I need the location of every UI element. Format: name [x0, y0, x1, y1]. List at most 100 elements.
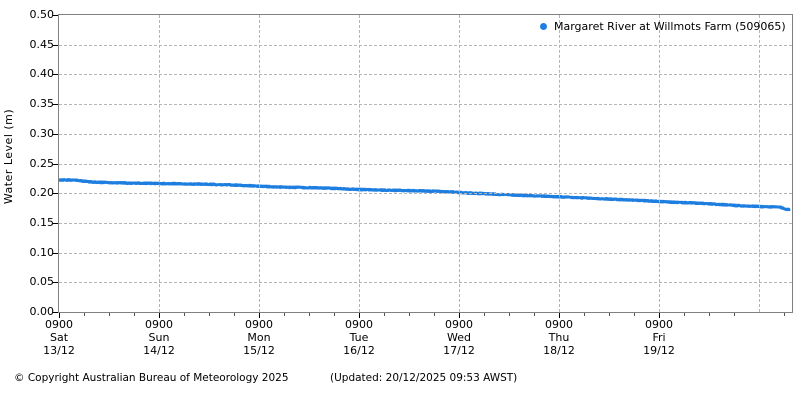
x-axis-minor-tick: [709, 313, 710, 316]
y-axis-tick-label: 0.25: [29, 156, 55, 170]
gridline-vertical: [259, 15, 260, 312]
y-axis-tick: [53, 282, 58, 284]
x-axis-tick-label-day: Sat: [49, 331, 69, 344]
y-axis-tick: [53, 133, 58, 135]
gridline-horizontal: [59, 282, 792, 284]
y-axis-tick: [53, 163, 58, 165]
x-axis-minor-tick: [534, 313, 535, 316]
y-axis-tick-label: 0.15: [29, 215, 55, 229]
x-axis-tick: [259, 313, 260, 318]
y-axis-tick-labels: 0.00 0.05 0.10 0.15 0.20 0.25 0.30 0.35 0.40 0.45…: [18, 0, 55, 318]
x-axis-minor-tick: [634, 313, 635, 316]
x-axis-tick-label-time: 0900: [445, 318, 473, 331]
x-axis-tick-label-date: 15/12: [243, 344, 275, 357]
gridline-horizontal: [59, 74, 792, 76]
x-axis-tick-label: 0900 Mon 15/12: [214, 318, 304, 357]
plot-area: [58, 14, 793, 313]
y-axis-tick: [53, 222, 58, 224]
y-axis-tick-label: 0.40: [29, 67, 55, 81]
gridline-horizontal: [59, 163, 792, 165]
y-axis-tick-label: 0.05: [29, 275, 55, 289]
y-axis-tick: [53, 193, 58, 195]
x-axis-tick-label: 0900 Tue 16/12: [314, 318, 404, 357]
x-axis-minor-tick: [584, 313, 585, 316]
x-axis-minor-tick: [384, 313, 385, 316]
x-axis-minor-tick: [484, 313, 485, 316]
gridline-vertical: [559, 15, 560, 312]
x-axis-minor-tick: [509, 313, 510, 316]
x-axis-tick: [559, 313, 560, 318]
x-axis-tick-label-day: Sun: [148, 331, 170, 344]
x-axis-minor-tick: [334, 313, 335, 316]
x-axis-tick-label-date: 14/12: [143, 344, 175, 357]
x-axis-minor-tick: [209, 313, 210, 316]
gridline-horizontal: [59, 222, 792, 224]
x-axis-tick-label-day: Tue: [349, 331, 369, 344]
y-axis-tick-label: 0.30: [29, 126, 55, 140]
x-axis-tick-label: 0900 Wed 17/12: [414, 318, 504, 357]
copyright-text: © Copyright Australian Bureau of Meteoro…: [14, 372, 289, 384]
gridline-vertical: [759, 15, 760, 312]
x-axis-tick-label-date: 18/12: [543, 344, 575, 357]
x-axis-minor-tick: [309, 313, 310, 316]
x-axis-minor-tick: [409, 313, 410, 316]
x-axis-tick-label: 0900 Sun 14/12: [114, 318, 204, 357]
x-axis-tick: [59, 313, 60, 318]
y-axis-tick: [53, 252, 58, 254]
x-axis-tick: [459, 313, 460, 318]
y-axis-tick-label: 0.10: [29, 245, 55, 259]
gridline-vertical: [659, 15, 660, 312]
legend: Margaret River at Willmots Farm (509065): [540, 20, 786, 33]
x-axis-tick-label-time: 0900: [245, 318, 273, 331]
x-axis-minor-tick: [609, 313, 610, 316]
x-axis-minor-tick: [784, 313, 785, 316]
y-axis-tick-label: 0.35: [29, 97, 55, 111]
gridline-horizontal: [59, 193, 792, 195]
gridline-horizontal: [59, 133, 792, 135]
x-axis-tick-label-day: Mon: [247, 331, 271, 344]
x-axis-tick-label-time: 0900: [345, 318, 373, 331]
x-axis-tick-label: 0900 Fri 19/12: [614, 318, 704, 357]
x-axis-minor-tick: [734, 313, 735, 316]
x-axis-tick-label-date: 13/12: [43, 344, 75, 357]
x-axis-tick-label-date: 16/12: [343, 344, 375, 357]
x-axis-minor-tick: [184, 313, 185, 316]
x-axis-tick-label-time: 0900: [645, 318, 673, 331]
y-axis-tick-label: 0.45: [29, 37, 55, 51]
x-axis-tick-label-date: 19/12: [643, 344, 675, 357]
x-axis-tick: [359, 313, 360, 318]
y-axis-title: Water Level (m): [0, 0, 18, 313]
y-axis-tick: [53, 15, 58, 16]
y-axis-tick: [53, 312, 58, 313]
x-axis-minor-tick: [284, 313, 285, 316]
y-axis-tick: [53, 104, 58, 106]
x-axis-tick-label-time: 0900: [145, 318, 173, 331]
gridline-vertical: [359, 15, 360, 312]
gridline-horizontal: [59, 104, 792, 106]
x-axis-tick-label-day: Wed: [447, 331, 471, 344]
gridline-horizontal: [59, 44, 792, 46]
x-axis-minor-tick: [134, 313, 135, 316]
y-axis-title-text: Water Level (m): [2, 108, 16, 205]
legend-marker-icon: [540, 23, 547, 30]
legend-label: Margaret River at Willmots Farm (509065): [554, 20, 786, 33]
x-axis-tick-label-day: Fri: [652, 331, 666, 344]
gridline-vertical: [459, 15, 460, 312]
x-axis-tick-label-date: 17/12: [443, 344, 475, 357]
x-axis-tick-label-time: 0900: [545, 318, 573, 331]
x-axis-minor-tick: [84, 313, 85, 316]
x-axis-tick-label-day: Thu: [548, 331, 570, 344]
x-axis-tick-label-time: 0900: [45, 318, 73, 331]
x-axis-minor-tick: [434, 313, 435, 316]
y-axis-tick-label: 0.20: [29, 186, 55, 200]
gridline-vertical: [159, 15, 160, 312]
y-axis-tick-label: 0.50: [29, 8, 55, 21]
footer: © Copyright Australian Bureau of Meteoro…: [0, 372, 800, 392]
gridline-horizontal: [59, 252, 792, 254]
y-axis-tick: [53, 74, 58, 76]
y-axis-tick-label: 0.00: [29, 305, 55, 318]
x-axis-minor-tick: [684, 313, 685, 316]
updated-timestamp: (Updated: 20/12/2025 09:53 AWST): [330, 372, 518, 384]
x-axis-tick: [159, 313, 160, 318]
series-scatter-margaret-river: [59, 178, 791, 212]
